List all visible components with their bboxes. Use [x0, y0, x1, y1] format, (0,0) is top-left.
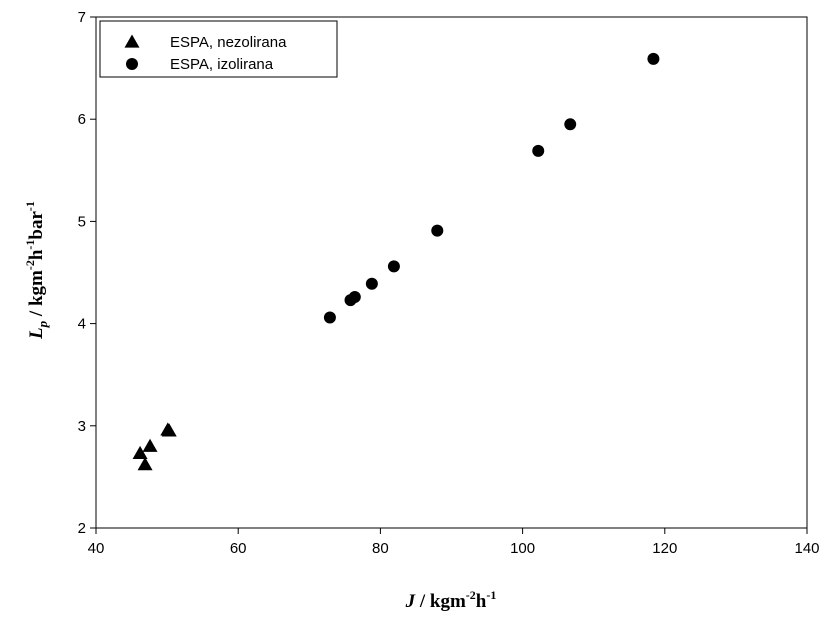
y-axis-unit: / kgm [26, 270, 47, 321]
data-point-triangle [161, 423, 177, 437]
data-point-triangle [142, 438, 158, 452]
x-tick-label: 140 [794, 540, 819, 557]
x-tick-label: 120 [652, 540, 677, 557]
y-axis-bar: bar [26, 210, 47, 239]
x-tick-label: 40 [88, 540, 105, 557]
y-axis-exp1: -2 [23, 260, 37, 270]
data-point-circle [647, 52, 660, 65]
y-tick-label: 3 [78, 418, 86, 435]
y-tick-label: 2 [78, 520, 86, 537]
y-axis-var: L [26, 327, 47, 340]
x-tick-label: 100 [510, 540, 535, 557]
legend-label: ESPA, nezolirana [170, 34, 287, 51]
data-point-circle [348, 291, 361, 304]
y-axis-h: h [26, 249, 47, 260]
data-point-circle [323, 311, 336, 324]
data-point-circle [387, 260, 400, 273]
y-tick-label: 5 [78, 213, 86, 230]
data-point-circle [365, 277, 378, 290]
x-tick-label: 80 [372, 540, 389, 557]
y-tick-label: 6 [78, 111, 86, 128]
data-point-triangle [132, 445, 148, 460]
y-tick-label: 7 [78, 9, 86, 26]
data-point-triangle [137, 457, 153, 471]
data-points [132, 52, 660, 471]
axes [95, 16, 808, 529]
y-axis-exp3: -1 [23, 201, 37, 211]
x-axis-mid: h [476, 591, 487, 612]
x-axis-exp1: -2 [466, 588, 476, 602]
y-tick-label: 4 [78, 316, 86, 333]
legend-box [99, 20, 338, 78]
y-axis-title: Lp / kgm-2h-1bar-1 [23, 201, 50, 340]
x-axis-exp2: -1 [486, 588, 496, 602]
plot-frame [95, 16, 808, 529]
y-axis-sub: p [35, 320, 50, 328]
legend-marker [124, 34, 140, 48]
data-point-circle [431, 224, 444, 237]
legend-marker [126, 58, 138, 70]
legend: ESPA, nezolirana ESPA, izolirana [99, 20, 338, 78]
data-point-circle [532, 144, 545, 157]
legend-label: ESPA, izolirana [170, 56, 274, 73]
x-axis-title: J / kgm-2h-1 [405, 588, 497, 612]
x-tick-label: 60 [230, 540, 247, 557]
y-axis-exp2: -1 [23, 240, 37, 250]
x-axis-unit: / kgm [415, 591, 466, 612]
x-axis-var: J [405, 591, 416, 612]
data-point-circle [564, 118, 577, 131]
axis-ticks: 40 60 80 100 120 140 2 3 4 5 6 7 [78, 9, 820, 557]
